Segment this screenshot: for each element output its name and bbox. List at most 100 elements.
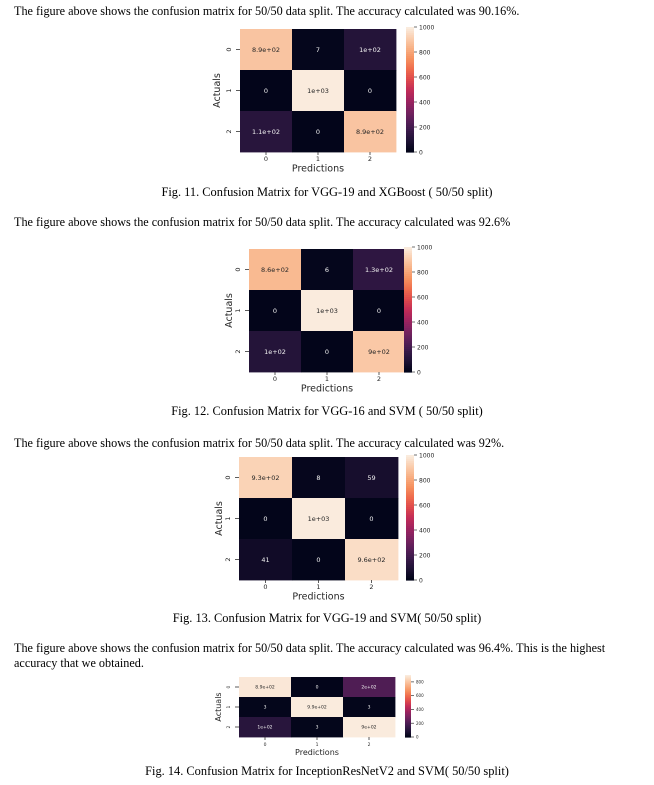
colorbar-segment <box>406 563 414 567</box>
colorbar-segment <box>406 91 414 95</box>
heatmap-cell-r2-c0 <box>239 717 292 738</box>
colorbar-segment <box>406 122 414 126</box>
colorbar-segment <box>406 31 414 34</box>
colorbar-segment <box>406 492 414 496</box>
colorbar-segment <box>406 129 414 132</box>
heatmap-cell-r2-c2 <box>353 331 406 373</box>
colorbar-segment <box>406 486 414 489</box>
colorbar-segment <box>405 725 411 728</box>
cell-annotation-r2-c1: 0 <box>325 348 329 356</box>
colorbar-segment <box>405 688 411 691</box>
colorbar-segment <box>404 249 412 252</box>
cell-annotation-r0-c2: 2e+02 <box>361 685 376 691</box>
cell-annotation-r2-c1: 3 <box>316 725 319 731</box>
colorbar-segment <box>405 731 411 734</box>
heatmap-cell-r2-c1 <box>291 717 344 738</box>
colorbar-segment <box>405 679 411 681</box>
colorbar-segment <box>406 546 414 550</box>
paragraph-1: The figure above shows the confusion mat… <box>14 4 520 18</box>
colorbar-segment <box>406 37 414 41</box>
colorbar-segment <box>405 700 411 703</box>
colorbar-segment <box>406 141 414 145</box>
colorbar-segment <box>405 708 411 710</box>
colorbar-segment <box>406 475 414 479</box>
colorbar-segment <box>404 257 412 261</box>
colorbar-segment <box>406 95 414 99</box>
colorbar-segment <box>406 477 414 481</box>
colorbar-segment <box>404 365 412 369</box>
colorbar-segment <box>405 723 411 726</box>
colorbar-segment <box>405 697 411 700</box>
colorbar-segment <box>406 127 414 130</box>
cell-annotation-r2-c1: 0 <box>316 556 320 564</box>
cell-annotation-r2-c1: 0 <box>316 128 320 136</box>
colorbar-segment <box>406 461 414 464</box>
cell-annotation-r1-c1: 1e+03 <box>316 307 338 315</box>
colorbar-segment <box>405 706 411 708</box>
colorbar-segment <box>404 315 412 319</box>
colorbar-segment <box>406 35 414 39</box>
x-tick-label: 2 <box>377 375 381 383</box>
colorbar-segment <box>406 70 414 74</box>
colorbar-segment <box>406 133 414 136</box>
colorbar-segment <box>405 676 411 678</box>
colorbar-segment <box>405 713 411 715</box>
colorbar-segment <box>404 313 412 317</box>
colorbar-segment <box>405 734 411 737</box>
colorbar-segment <box>406 114 414 118</box>
x-tick-label: 1 <box>316 742 319 748</box>
colorbar-segment <box>406 139 414 143</box>
colorbar-segment <box>406 147 414 151</box>
colorbar-segment <box>406 116 414 120</box>
colorbar-segment <box>406 106 414 109</box>
colorbar-segment <box>404 326 412 329</box>
colorbar-segment <box>406 58 414 61</box>
heatmap-cell-r1-c0 <box>249 290 302 332</box>
colorbar-segment <box>406 544 414 548</box>
colorbar-segment <box>404 292 412 296</box>
colorbar-segment <box>406 120 414 124</box>
colorbar-segment <box>405 726 411 729</box>
colorbar-segment <box>404 367 412 371</box>
colorbar-segment <box>404 269 412 273</box>
heatmap-cell-r1-c2 <box>345 498 399 540</box>
cell-annotation-r1-c2: 0 <box>368 87 372 95</box>
colorbar-segment <box>406 577 414 581</box>
colorbar-segment <box>404 297 412 300</box>
colorbar-segment <box>404 307 412 311</box>
colorbar-segment <box>405 709 411 711</box>
colorbar-segment <box>406 532 414 535</box>
cell-annotation-r1-c0: 0 <box>273 307 277 315</box>
y-axis-label: Actuals <box>212 73 223 108</box>
colorbar-segment <box>404 319 412 323</box>
colorbar-segment <box>405 695 411 698</box>
figure-13-caption: Fig. 13. Confusion Matrix for VGG-19 and… <box>172 611 482 625</box>
paragraph-3: The figure above shows the confusion mat… <box>14 436 505 450</box>
colorbar-tick-label: 0 <box>419 149 423 156</box>
colorbar-tick-label: 800 <box>419 477 431 484</box>
colorbar-segment <box>405 730 411 733</box>
colorbar-segment <box>406 519 414 523</box>
colorbar-segment <box>404 349 412 352</box>
colorbar-segment <box>404 261 412 265</box>
heatmap-cell-r2-c1 <box>292 539 346 581</box>
colorbar-tick-label: 600 <box>416 693 424 698</box>
colorbar-segment <box>405 724 411 727</box>
colorbar-segment <box>405 716 411 718</box>
colorbar-tick-label: 200 <box>419 552 431 559</box>
x-tick-label: 0 <box>264 742 267 748</box>
colorbar-segment <box>404 288 412 292</box>
colorbar-segment <box>404 344 412 348</box>
colorbar-segment <box>406 45 414 49</box>
colorbar-tick-label: 800 <box>419 49 431 56</box>
cell-annotation-r1-c0: 0 <box>263 515 267 523</box>
y-tick-label: 1 <box>226 705 232 708</box>
colorbar-tick-label: 200 <box>416 721 424 726</box>
colorbar-segment <box>406 517 414 521</box>
colorbar-segment <box>405 717 411 719</box>
cell-annotation-r2-c0: 1e+02 <box>264 348 286 356</box>
colorbar-segment <box>406 500 414 504</box>
heatmap-cell-r0-c2 <box>345 457 399 499</box>
heatmap-cell-r0-c1 <box>292 457 346 499</box>
